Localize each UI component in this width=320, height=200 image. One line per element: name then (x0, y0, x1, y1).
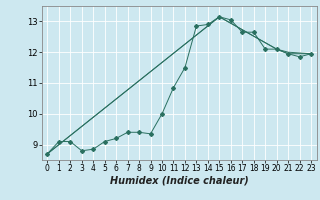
X-axis label: Humidex (Indice chaleur): Humidex (Indice chaleur) (110, 176, 249, 186)
